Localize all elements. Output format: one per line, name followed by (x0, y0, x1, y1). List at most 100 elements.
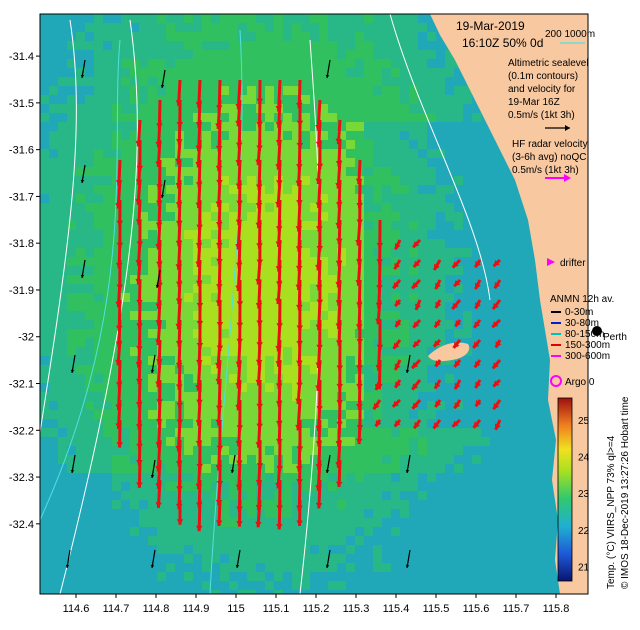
sst-cell (202, 320, 211, 329)
sst-cell (130, 239, 139, 248)
sst-cell (337, 383, 346, 392)
sst-cell (238, 266, 247, 275)
sst-cell (436, 140, 445, 149)
sst-cell (67, 482, 76, 491)
sst-cell (238, 68, 247, 77)
sst-cell (463, 302, 472, 311)
sst-cell (265, 338, 274, 347)
sst-cell (166, 113, 175, 122)
sst-cell (445, 482, 454, 491)
sst-cell (40, 410, 49, 419)
sst-cell (508, 212, 517, 221)
sst-cell (67, 77, 76, 86)
sst-cell (301, 104, 310, 113)
sst-cell (490, 455, 499, 464)
sst-cell (292, 149, 301, 158)
sst-cell (211, 563, 220, 572)
sst-cell (346, 59, 355, 68)
sst-cell (76, 122, 85, 131)
sst-cell (499, 572, 508, 581)
sst-cell (166, 239, 175, 248)
sst-cell (400, 50, 409, 59)
sst-cell (346, 302, 355, 311)
sst-cell (544, 401, 553, 410)
sst-cell (121, 113, 130, 122)
sst-cell (400, 248, 409, 257)
sst-cell (247, 113, 256, 122)
sst-cell (346, 338, 355, 347)
sst-cell (130, 536, 139, 545)
sst-cell (139, 284, 148, 293)
sst-cell (76, 518, 85, 527)
sst-cell (535, 491, 544, 500)
sst-cell (382, 545, 391, 554)
sst-cell (202, 581, 211, 590)
sst-cell (211, 338, 220, 347)
sst-cell (328, 536, 337, 545)
sst-cell (40, 572, 49, 581)
sst-cell (121, 473, 130, 482)
sst-cell (364, 257, 373, 266)
sst-cell (247, 482, 256, 491)
sst-cell (85, 482, 94, 491)
sst-cell (112, 500, 121, 509)
sst-cell (409, 77, 418, 86)
sst-cell (58, 401, 67, 410)
sst-cell (130, 230, 139, 239)
sst-cell (328, 50, 337, 59)
sst-cell (40, 365, 49, 374)
sst-cell (364, 428, 373, 437)
sst-cell (400, 68, 409, 77)
sst-cell (166, 68, 175, 77)
sst-cell (445, 302, 454, 311)
sst-cell (526, 302, 535, 311)
sst-cell (400, 518, 409, 527)
sst-cell (292, 131, 301, 140)
sst-cell (400, 41, 409, 50)
sst-cell (517, 428, 526, 437)
anmn-item-label: 150-300m (565, 340, 610, 351)
sst-cell (211, 437, 220, 446)
sst-cell (544, 419, 553, 428)
sst-cell (301, 14, 310, 23)
sst-cell (49, 374, 58, 383)
sst-cell (85, 113, 94, 122)
sst-cell (148, 455, 157, 464)
sst-cell (85, 284, 94, 293)
sst-cell (229, 275, 238, 284)
sst-cell (247, 437, 256, 446)
sst-cell (166, 149, 175, 158)
sst-cell (499, 554, 508, 563)
sst-cell (373, 149, 382, 158)
sst-cell (364, 464, 373, 473)
sst-cell (229, 347, 238, 356)
sst-cell (229, 563, 238, 572)
sst-cell (76, 212, 85, 221)
sst-cell (346, 320, 355, 329)
sst-cell (103, 50, 112, 59)
sst-cell (346, 104, 355, 113)
sst-cell (319, 437, 328, 446)
sst-cell (373, 581, 382, 590)
sst-cell (382, 347, 391, 356)
sst-cell (193, 527, 202, 536)
sst-cell (76, 239, 85, 248)
sst-cell (193, 284, 202, 293)
sst-cell (58, 158, 67, 167)
sst-cell (265, 356, 274, 365)
sst-cell (238, 491, 247, 500)
sst-cell (508, 374, 517, 383)
sst-cell (139, 509, 148, 518)
sst-cell (490, 158, 499, 167)
sst-cell (328, 383, 337, 392)
sst-cell (76, 266, 85, 275)
sst-cell (364, 149, 373, 158)
sst-cell (436, 518, 445, 527)
sst-cell (58, 437, 67, 446)
sst-cell (220, 59, 229, 68)
sst-cell (463, 140, 472, 149)
sst-cell (418, 167, 427, 176)
sst-cell (400, 59, 409, 68)
sst-cell (193, 266, 202, 275)
sst-cell (409, 572, 418, 581)
